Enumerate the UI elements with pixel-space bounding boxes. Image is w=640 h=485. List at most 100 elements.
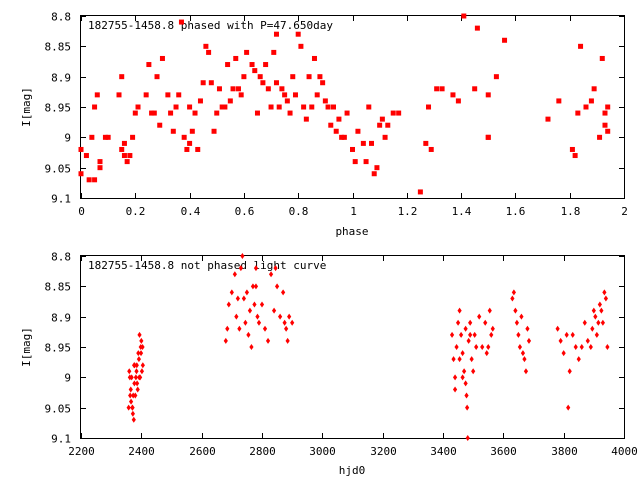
data-point bbox=[200, 80, 206, 86]
data-point bbox=[139, 368, 145, 375]
data-point bbox=[281, 289, 286, 296]
data-point bbox=[487, 307, 492, 314]
data-point bbox=[474, 344, 479, 350]
data-point bbox=[126, 404, 131, 411]
data-point bbox=[282, 319, 287, 326]
data-point bbox=[426, 104, 432, 110]
data-point bbox=[105, 134, 111, 140]
x-tick-label: 2400 bbox=[128, 445, 155, 458]
data-point bbox=[477, 313, 482, 320]
unphased-axis-ticks: 2200 2400 2600 2800 3000 3200 3400 3600 3800 4000… bbox=[45, 251, 638, 459]
data-point bbox=[585, 337, 590, 344]
data-point bbox=[325, 104, 331, 110]
data-point bbox=[371, 171, 377, 177]
x-tick-label: 0.4 bbox=[181, 205, 201, 218]
data-point bbox=[350, 146, 355, 152]
data-point bbox=[597, 134, 603, 140]
data-point bbox=[519, 313, 524, 320]
data-point bbox=[583, 104, 589, 110]
data-point bbox=[298, 43, 304, 49]
data-point bbox=[208, 80, 214, 86]
data-point bbox=[223, 337, 228, 344]
data-point bbox=[452, 374, 458, 381]
data-point bbox=[594, 331, 599, 338]
data-point bbox=[225, 325, 230, 332]
data-point bbox=[474, 25, 480, 31]
x-tick-label: 1.6 bbox=[506, 205, 526, 218]
data-point bbox=[463, 325, 468, 332]
data-point bbox=[206, 49, 212, 55]
x-tick-label: 2800 bbox=[249, 445, 276, 458]
y-tick-label: 8.8 bbox=[51, 251, 71, 264]
data-point bbox=[461, 13, 467, 19]
data-point bbox=[336, 116, 342, 122]
data-point bbox=[232, 271, 237, 278]
data-point bbox=[462, 368, 467, 375]
phased-axis-ticks: 0 0.2 0.4 0.6 0.8 1 1.2 1.4 1.6 1.8 2 8.8 8.85 8.9 8.9… bbox=[45, 11, 628, 219]
unphased-data-points bbox=[126, 253, 610, 441]
data-point bbox=[301, 104, 307, 110]
data-point bbox=[468, 319, 473, 326]
data-point bbox=[469, 356, 474, 363]
data-point bbox=[290, 74, 296, 80]
data-point bbox=[486, 344, 491, 350]
data-point bbox=[165, 92, 171, 98]
data-point bbox=[249, 62, 255, 68]
y-tick-label: 8.85 bbox=[45, 281, 72, 294]
data-point bbox=[89, 134, 95, 140]
data-point bbox=[561, 350, 566, 357]
data-point bbox=[513, 307, 518, 314]
data-point bbox=[244, 49, 250, 55]
data-point bbox=[128, 398, 134, 405]
data-point bbox=[271, 49, 277, 55]
data-point bbox=[279, 86, 285, 92]
data-point bbox=[137, 331, 142, 338]
data-point bbox=[292, 92, 298, 98]
data-point bbox=[369, 140, 375, 146]
data-point bbox=[216, 86, 222, 92]
data-point bbox=[451, 356, 456, 363]
data-point bbox=[522, 356, 527, 363]
data-point bbox=[591, 307, 596, 314]
data-point bbox=[78, 146, 84, 152]
x-tick-label: 0.8 bbox=[289, 205, 309, 218]
data-point bbox=[502, 37, 508, 43]
data-point bbox=[465, 435, 470, 441]
x-tick-label: 3800 bbox=[551, 445, 578, 458]
unphased-light-curve-panel: 182755-1458.8 not phased light curve hjd… bbox=[20, 251, 638, 478]
data-point bbox=[92, 104, 98, 110]
x-tick-label: 2600 bbox=[189, 445, 216, 458]
x-tick-label: 3600 bbox=[490, 445, 517, 458]
data-point bbox=[382, 134, 388, 140]
data-point bbox=[417, 189, 423, 195]
data-point bbox=[352, 159, 358, 165]
data-point bbox=[523, 368, 529, 375]
data-point bbox=[247, 307, 253, 314]
data-point bbox=[176, 92, 182, 98]
data-point bbox=[83, 153, 89, 159]
data-point bbox=[317, 74, 323, 80]
data-point bbox=[246, 331, 251, 338]
data-point bbox=[238, 265, 243, 272]
data-point bbox=[566, 404, 571, 411]
data-point bbox=[564, 331, 569, 338]
data-point bbox=[154, 74, 160, 80]
data-point bbox=[135, 386, 140, 393]
data-point bbox=[596, 319, 601, 326]
data-point bbox=[484, 350, 489, 357]
data-point bbox=[455, 319, 461, 326]
data-point bbox=[241, 295, 246, 302]
data-point bbox=[244, 289, 250, 296]
data-point bbox=[227, 98, 233, 104]
data-point bbox=[127, 153, 133, 159]
data-point bbox=[149, 110, 155, 116]
data-point bbox=[243, 319, 248, 326]
data-point bbox=[192, 110, 198, 116]
unphased-plot-title: 182755-1458.8 not phased light curve bbox=[88, 259, 326, 272]
data-point bbox=[260, 80, 266, 86]
data-point bbox=[322, 98, 328, 104]
data-point bbox=[78, 171, 84, 177]
data-point bbox=[249, 344, 254, 350]
data-point bbox=[134, 368, 139, 375]
